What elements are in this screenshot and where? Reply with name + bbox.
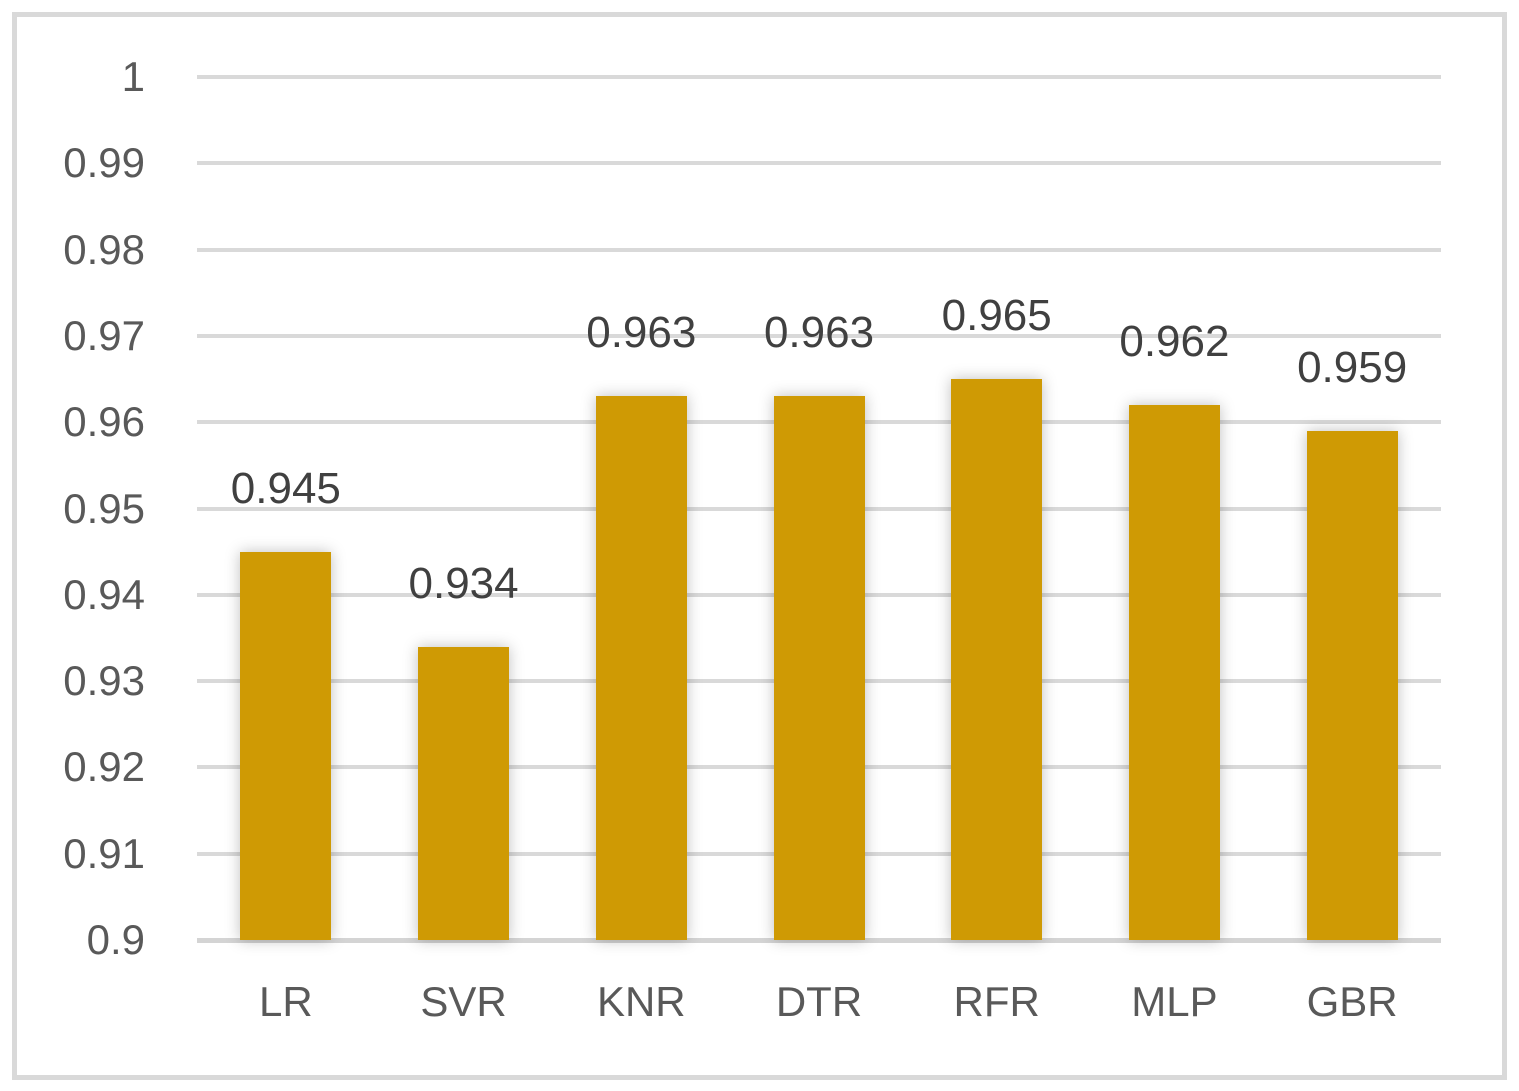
y-tick-label: 0.94 xyxy=(63,570,145,618)
x-tick-label-dtr: DTR xyxy=(775,978,863,1025)
y-tick-label: 0.91 xyxy=(63,829,145,877)
y-tick-label: 0.92 xyxy=(63,743,145,791)
bar-value-label: 0.945 xyxy=(230,463,341,513)
gridline xyxy=(197,161,1441,166)
x-tick-label-gbr: GBR xyxy=(1306,978,1398,1025)
bar-value-label: 0.934 xyxy=(408,558,519,608)
x-tick-label-mlp: MLP xyxy=(1131,978,1218,1025)
bar-svr xyxy=(418,646,510,940)
bar-value-label: 0.963 xyxy=(586,308,697,358)
y-tick-label: 0.98 xyxy=(63,225,145,273)
y-tick-label: 1 xyxy=(121,53,145,100)
bar-lr xyxy=(240,551,332,940)
bar-dtr xyxy=(773,396,865,940)
x-tick-label-svr: SVR xyxy=(420,978,507,1025)
y-tick-label: 0.96 xyxy=(63,398,145,446)
bar-rfr xyxy=(951,379,1043,940)
bar-value-label: 0.959 xyxy=(1297,342,1408,392)
bar-mlp xyxy=(1128,404,1220,940)
plot-area: 0.945 0.934 0.963 0.963 0.965 0.962 0.959 xyxy=(197,75,1441,943)
y-tick-label: 0.93 xyxy=(63,657,145,705)
bar-knr xyxy=(595,396,687,940)
bar-value-label: 0.962 xyxy=(1119,316,1230,366)
gridline xyxy=(197,247,1441,252)
bar-value-label: 0.965 xyxy=(941,291,1052,341)
x-axis-line xyxy=(197,938,1441,943)
y-tick-label: 0.99 xyxy=(63,139,145,187)
x-tick-label-lr: LR xyxy=(258,978,313,1025)
y-tick-label: 0.95 xyxy=(63,484,145,532)
y-tick-label: 0.9 xyxy=(86,916,145,963)
bar-value-label: 0.963 xyxy=(763,308,875,358)
y-tick-label: 0.97 xyxy=(63,311,145,359)
gridline xyxy=(197,333,1441,338)
x-tick-label-rfr: RFR xyxy=(953,978,1040,1025)
x-tick-label-knr: KNR xyxy=(596,978,686,1025)
gridline xyxy=(197,75,1441,79)
bar-gbr xyxy=(1306,430,1398,940)
